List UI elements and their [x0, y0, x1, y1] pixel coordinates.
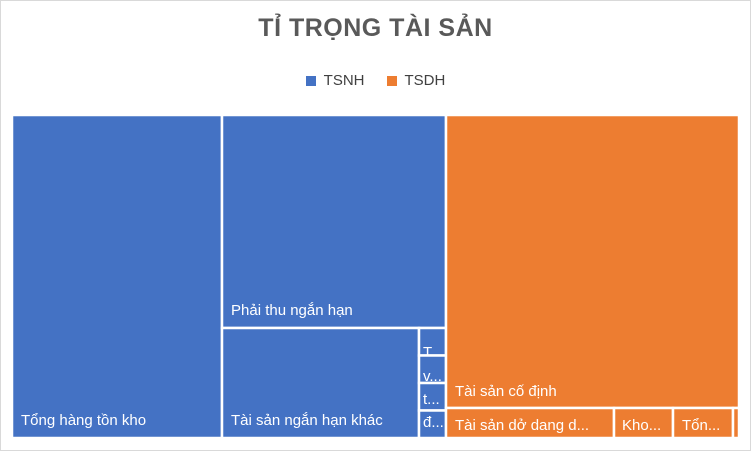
treemap-tile-label-7: đ...: [423, 414, 444, 431]
treemap-tile-label-11: Tổn...: [682, 417, 720, 434]
chart-title: TỈ TRỌNG TÀI SẢN: [258, 14, 493, 42]
treemap-tile-1: [10, 113, 224, 440]
chart-legend: TSNH TSDH: [0, 72, 751, 89]
treemap-tile-12: [731, 406, 741, 440]
treemap-tile-label-5: v...: [423, 368, 442, 385]
treemap-tile-6: [417, 381, 448, 412]
treemap-tile-label-9: Tài sản dở dang d...: [455, 417, 589, 434]
treemap-tile-label-1: Tổng hàng tồn kho: [21, 412, 146, 429]
treemap-tile-3: [220, 326, 421, 440]
treemap-tile-8: [444, 113, 741, 410]
legend-swatch-tsnh: [305, 75, 316, 86]
treemap-tile-label-10: Kho...: [622, 417, 661, 434]
legend-item-tsnh: TSNH: [305, 72, 365, 89]
legend-label-tsnh: TSNH: [323, 72, 365, 89]
treemap-tile-2: [220, 113, 448, 330]
treemap-tile-11: [671, 406, 735, 440]
legend-swatch-tsdh: [386, 75, 397, 86]
treemap-tile-9: [444, 406, 616, 440]
legend-item-tsdh: TSDH: [386, 72, 446, 89]
legend-label-tsdh: TSDH: [404, 72, 446, 89]
treemap-tile-10: [612, 406, 675, 440]
treemap-tile-label-6: t...: [423, 391, 440, 408]
treemap-tile-label-3: Tài sản ngắn hạn khác: [231, 412, 383, 429]
treemap-tile-4: [417, 326, 448, 357]
treemap-tile-label-2: Phải thu ngắn hạn: [231, 302, 353, 319]
treemap-tile-label-8: Tài sản cố định: [455, 383, 557, 400]
